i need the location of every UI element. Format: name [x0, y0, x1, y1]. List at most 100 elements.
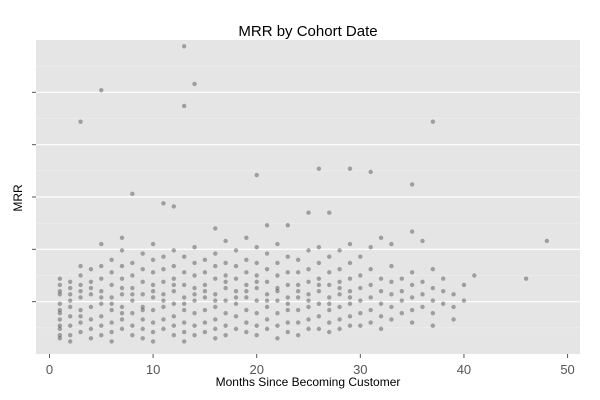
data-point — [213, 326, 218, 332]
data-point — [409, 295, 415, 300]
data-point — [99, 332, 104, 338]
data-point — [389, 292, 394, 297]
data-point — [223, 273, 228, 278]
data-point — [347, 241, 353, 247]
data-point — [264, 304, 270, 310]
data-point — [306, 317, 311, 322]
data-point — [119, 310, 125, 316]
data-point — [109, 329, 114, 335]
data-point — [544, 238, 550, 244]
data-point — [316, 314, 322, 319]
data-point — [67, 279, 73, 284]
data-point — [389, 304, 394, 310]
data-point — [78, 263, 83, 269]
data-point — [67, 323, 73, 328]
data-point — [430, 119, 436, 124]
data-point — [181, 44, 187, 49]
data-point — [161, 317, 166, 322]
y-axis-label: MRR — [11, 184, 25, 212]
data-point — [285, 307, 290, 313]
data-points — [57, 44, 550, 344]
data-point — [244, 289, 249, 294]
data-point — [223, 332, 228, 338]
data-point — [420, 238, 425, 244]
data-point — [254, 273, 259, 278]
data-point — [347, 166, 353, 171]
data-point — [358, 323, 363, 328]
data-point — [441, 289, 446, 294]
data-point — [67, 285, 73, 291]
data-point — [223, 238, 228, 244]
data-point — [150, 320, 156, 325]
data-point — [275, 260, 280, 266]
data-point — [409, 282, 415, 288]
data-point — [275, 241, 280, 247]
data-point — [327, 254, 332, 259]
data-point — [368, 307, 373, 313]
x-tick-label: 20 — [249, 362, 263, 377]
data-point — [140, 326, 145, 332]
data-point — [130, 260, 135, 266]
data-point — [347, 301, 353, 306]
data-point — [285, 223, 290, 228]
data-point — [430, 298, 436, 303]
data-point — [140, 292, 145, 297]
data-point — [202, 307, 208, 313]
data-point — [264, 279, 270, 284]
data-point — [171, 301, 177, 306]
data-point — [451, 304, 456, 310]
data-point — [171, 282, 177, 288]
x-axis-ticks: 0 10 20 30 40 50 — [46, 354, 575, 377]
data-point — [171, 314, 177, 319]
data-point — [161, 298, 166, 303]
data-point — [337, 292, 342, 297]
data-point — [223, 279, 228, 284]
data-point — [130, 298, 135, 303]
data-point — [264, 267, 270, 272]
data-point — [244, 257, 249, 262]
data-point — [285, 301, 290, 306]
data-point — [368, 320, 373, 325]
data-point — [399, 310, 404, 316]
data-point — [119, 317, 125, 322]
data-point — [358, 310, 363, 316]
data-point — [150, 289, 156, 294]
data-point — [264, 326, 270, 332]
data-point — [254, 279, 259, 284]
data-point — [254, 172, 259, 178]
data-point — [119, 263, 125, 269]
data-point — [57, 276, 63, 281]
data-point — [99, 88, 104, 93]
data-point — [161, 267, 166, 272]
data-point — [181, 339, 187, 344]
x-tick-label: 50 — [560, 362, 574, 377]
data-point — [451, 317, 456, 322]
data-point — [78, 320, 83, 325]
data-point — [181, 270, 187, 275]
data-point — [233, 295, 239, 300]
data-point — [130, 323, 135, 328]
data-point — [140, 279, 145, 284]
data-point — [306, 267, 311, 272]
data-point — [244, 320, 249, 325]
data-point — [202, 329, 208, 335]
data-point — [285, 270, 290, 275]
data-point — [192, 292, 197, 297]
data-point — [337, 279, 342, 284]
data-point — [285, 282, 290, 288]
data-point — [378, 301, 384, 306]
data-point — [337, 304, 342, 310]
data-point — [99, 263, 104, 269]
data-point — [451, 292, 456, 297]
data-point — [306, 248, 311, 253]
data-point — [88, 317, 94, 322]
data-point — [57, 323, 63, 328]
data-point — [264, 292, 270, 297]
data-point — [347, 276, 353, 281]
data-point — [337, 317, 342, 322]
data-point — [140, 336, 145, 341]
data-point — [213, 276, 218, 281]
data-point — [192, 310, 197, 316]
data-point — [223, 285, 228, 291]
